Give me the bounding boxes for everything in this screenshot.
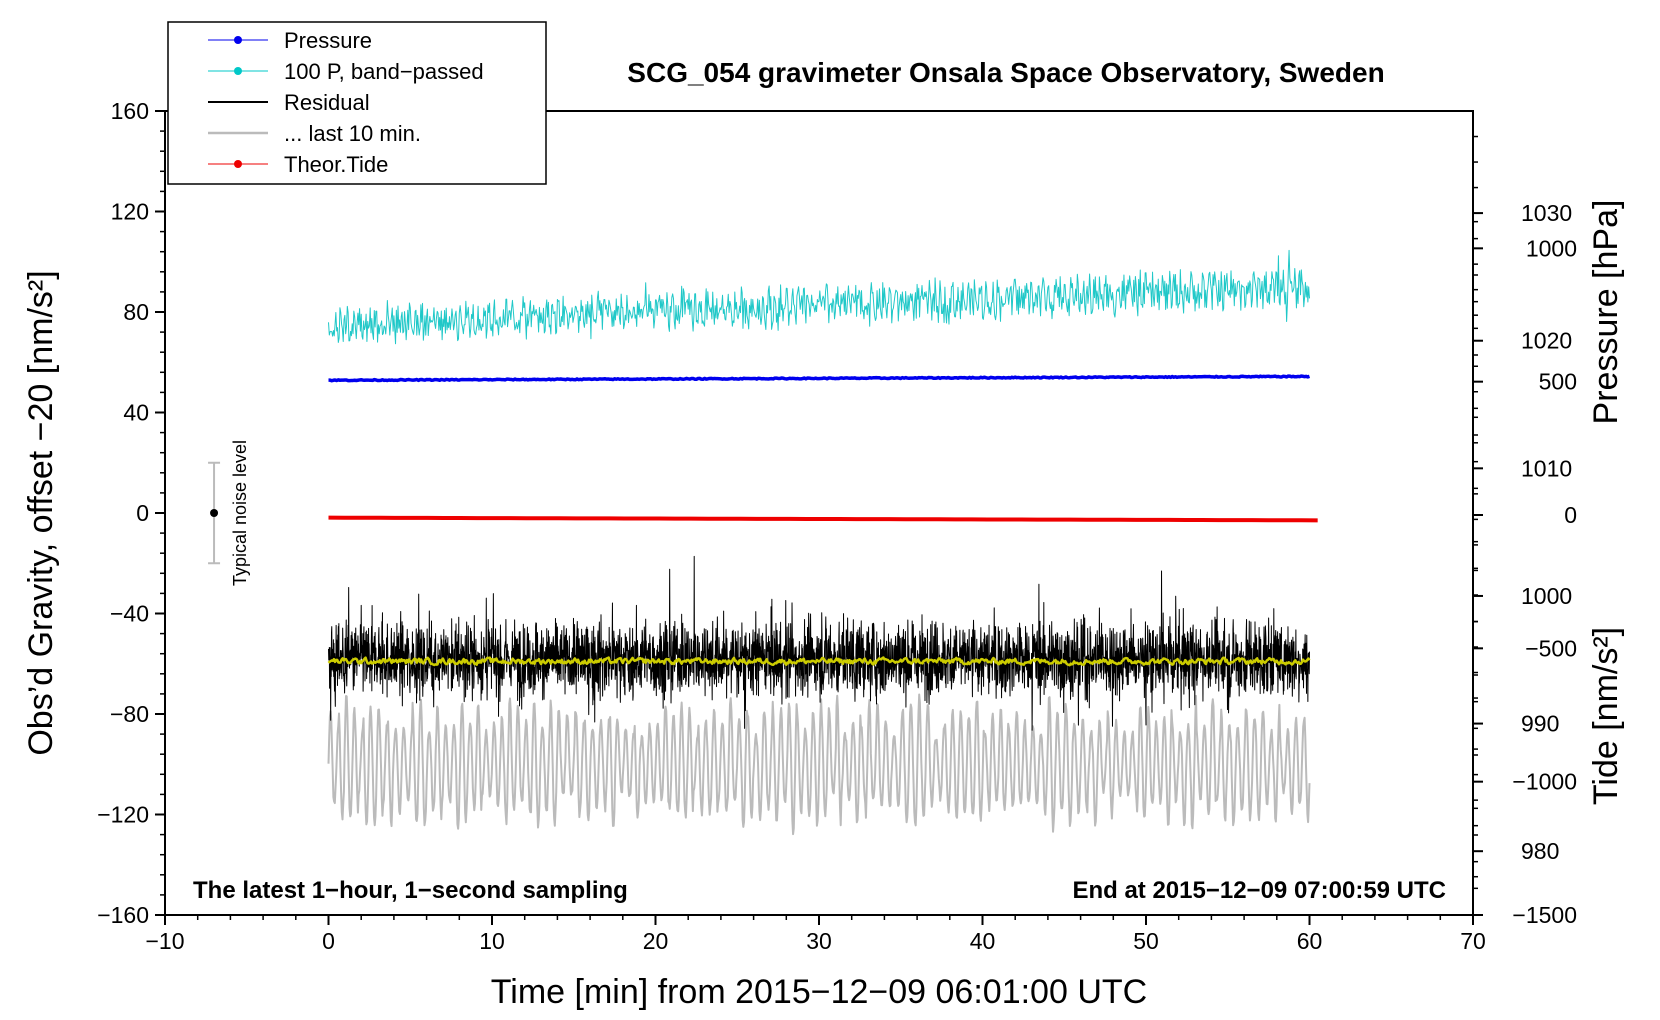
legend: Pressure 100 P, band−passed Residual ... la… [167,21,547,185]
legend-label: Residual [284,90,370,115]
x-tick-label: 50 [1133,928,1159,954]
chart-title: SCG_054 gravimeter Onsala Space Observat… [627,57,1384,88]
y-left-tick-label: 120 [111,199,149,225]
legend-items: Pressure 100 P, band−passed Residual ... la… [208,28,484,177]
y-axis-left-title: Obs’d Gravity, offset −20 [nm/s²] [22,270,60,755]
legend-swatch-marker [234,160,242,168]
x-tick-label: 40 [970,928,996,954]
y-left-tick-label: −40 [110,601,149,627]
series-residual [328,555,1310,731]
series-pressure [328,374,1311,383]
y-pressure-tick-label: 980 [1521,838,1559,864]
legend-item: Residual [208,90,370,115]
x-tick-label: 0 [322,928,335,954]
series-100-p-band-passed [328,249,1310,345]
y-tide-tick-label: −1500 [1512,902,1577,928]
x-tick-label: 10 [479,928,505,954]
series-layer [327,249,1318,836]
y-pressure-tick-label: 1020 [1521,328,1572,354]
annotation-end-time: End at 2015−12−09 07:00:59 UTC [1072,877,1446,904]
annotation-sampling: The latest 1−hour, 1−second sampling [193,877,628,904]
y-pressure-tick-label: 1030 [1521,200,1572,226]
noise-label: Typical noise level [230,440,250,586]
y-tide-tick-label: 500 [1539,369,1577,395]
y-tide-tick-label: 0 [1564,502,1577,528]
y-pressure-tick-label: 990 [1521,711,1559,737]
y-left-tick-label: −120 [97,802,149,828]
y-left-tick-label: −80 [110,701,149,727]
x-tick-label: 30 [806,928,832,954]
legend-item: ... last 10 min. [208,121,421,146]
legend-label: ... last 10 min. [284,121,421,146]
noise-center-dot [210,509,219,517]
legend-item: Pressure [208,28,372,53]
legend-item: Theor.Tide [208,152,388,177]
x-tick-label: 70 [1460,928,1486,954]
y-axis-tide-title: Tide [nm/s²] [1587,627,1625,805]
x-tick-label: 20 [643,928,669,954]
series-last-10-min [327,693,1311,836]
y-tide-tick-label: 1000 [1526,235,1577,261]
legend-item: 100 P, band−passed [208,59,484,84]
ticks-layer: −10 0 10 20 30 40 50 60 7016012080400−40−80−120−… [97,98,1577,954]
y-pressure-tick-label: 1010 [1521,455,1572,481]
y-left-tick-label: 80 [123,299,149,325]
y-left-tick-label: 40 [123,400,149,426]
legend-swatch-marker [234,67,242,75]
x-tick-label: 60 [1297,928,1323,954]
series-smoothed-residual [327,656,1311,667]
x-tick-label: −10 [145,928,184,954]
legend-label: 100 P, band−passed [284,59,484,84]
legend-label: Theor.Tide [284,152,388,177]
y-left-tick-label: −160 [97,902,149,928]
y-tide-tick-label: −1000 [1512,769,1577,795]
legend-label: Pressure [284,28,372,53]
legend-swatch-marker [234,36,242,44]
y-left-tick-label: 160 [111,98,149,124]
y-left-tick-label: 0 [136,500,149,526]
y-tide-tick-label: −500 [1525,635,1577,661]
noise-indicator: Typical noise level [208,440,250,586]
y-axis-pressure-title: Pressure [hPa] [1587,200,1625,425]
y-pressure-tick-label: 1000 [1521,583,1572,609]
series-theor-tide [328,515,1318,523]
x-axis-title: Time [min] from 2015−12−09 06:01:00 UTC [491,973,1147,1011]
